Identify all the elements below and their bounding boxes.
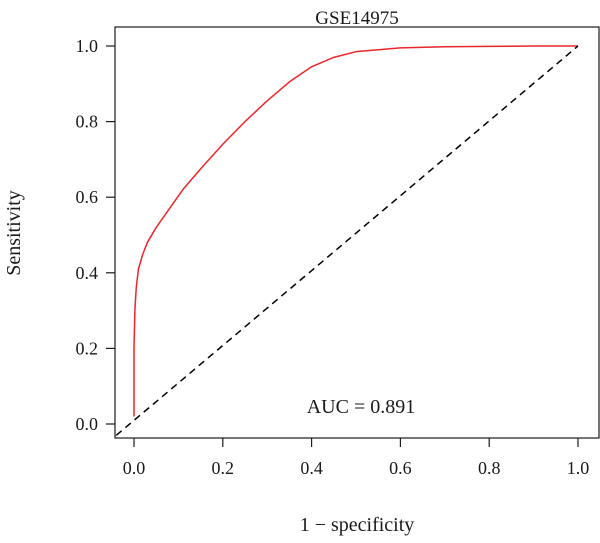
y-tick-label: 0.2 (76, 338, 99, 358)
y-tick-label: 0.8 (76, 112, 99, 132)
y-tick-label: 0.6 (76, 187, 99, 207)
x-tick-label: 0.2 (212, 458, 235, 478)
plot-frame (114, 26, 600, 439)
x-tick-label: 0.8 (478, 458, 501, 478)
plot-lines (115, 45, 579, 436)
y-tick-label: 0.4 (76, 263, 99, 283)
x-tick-label: 1.0 (567, 458, 590, 478)
y-axis: 0.0 0.2 0.4 0.6 0.8 1.0 (76, 36, 115, 434)
x-axis-label: 1 − specificity (300, 514, 415, 536)
roc-curve (133, 45, 578, 417)
y-tick-label: 0.0 (76, 414, 99, 434)
y-tick-label: 1.0 (76, 36, 99, 56)
x-tick-label: 0.0 (123, 458, 146, 478)
x-axis: 0.0 0.2 0.4 0.6 0.8 1.0 (123, 438, 590, 478)
chart-title: GSE14975 (315, 8, 398, 29)
x-tick-label: 0.6 (389, 458, 412, 478)
y-axis-label: Sensitivity (3, 190, 25, 276)
auc-annotation: AUC = 0.891 (307, 396, 416, 418)
diagonal-reference-line (115, 45, 579, 436)
x-tick-label: 0.4 (300, 458, 323, 478)
